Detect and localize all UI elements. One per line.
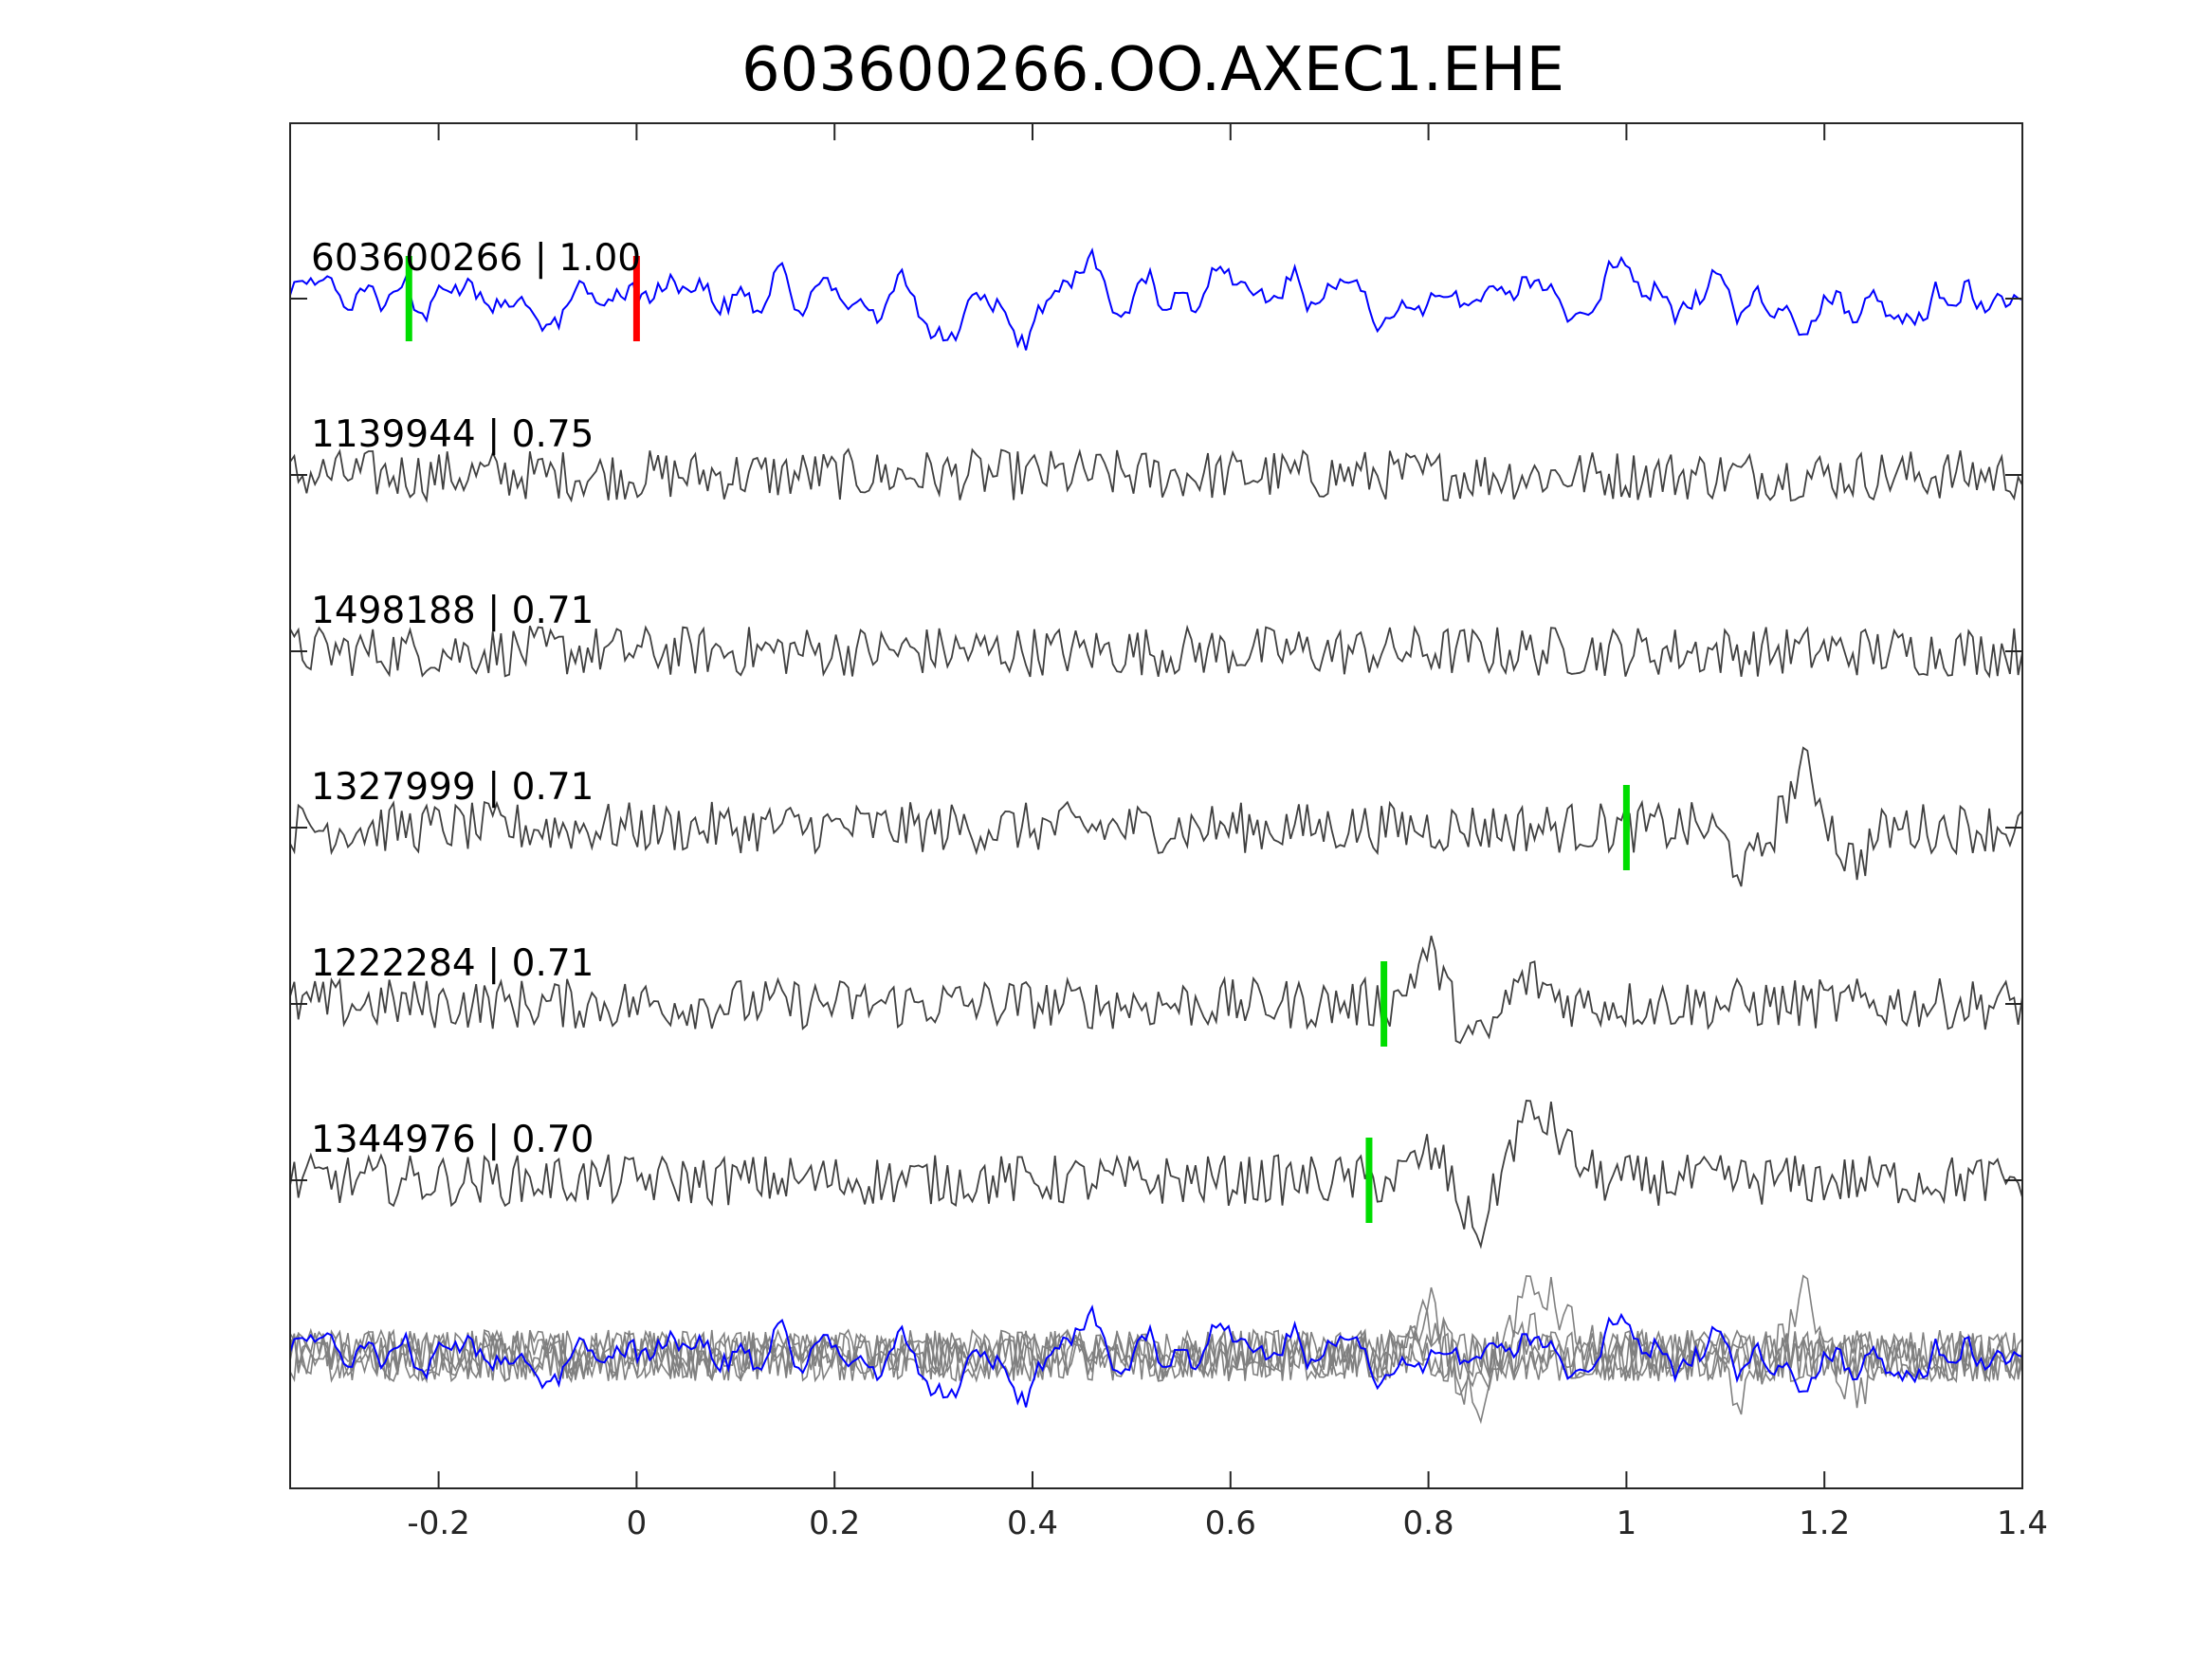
trace-label: 1344976 | 0.70 [311, 1119, 594, 1161]
x-tick-label: 1.4 [1997, 1504, 2048, 1542]
trace-label: 1139944 | 0.75 [311, 413, 594, 456]
trace-label: 603600266 | 1.00 [311, 237, 641, 280]
trace-603600266 [289, 247, 2023, 351]
x-tick-label: 0 [627, 1504, 648, 1542]
x-axis: -0.2 0 0.2 0.4 0.6 0.8 1 1.2 1.4 [290, 123, 2048, 1542]
overlay-trace [289, 1328, 2023, 1384]
trace-labels: 603600266 | 1.00 1139944 | 0.75 1498188 | … [311, 237, 1630, 1223]
x-tick-label: 0.4 [1007, 1504, 1058, 1542]
trace-label: 1327999 | 0.71 [311, 766, 594, 809]
trace-1327999 [289, 746, 2023, 887]
trace-1344976 [289, 1100, 2023, 1249]
trace-1498188 [289, 624, 2023, 679]
trace-1139944 [289, 447, 2023, 503]
x-tick-label: 1.2 [1799, 1504, 1850, 1542]
x-tick-label: 0.6 [1205, 1504, 1256, 1542]
x-tick-label: 0.8 [1403, 1504, 1454, 1542]
trace-1222284 [289, 935, 2023, 1045]
x-tick-label: 0.2 [809, 1504, 860, 1542]
chart-title: 603600266.OO.AXEC1.EHE [741, 35, 1564, 105]
overlay-template-trace [289, 1304, 2023, 1408]
trace-label: 1498188 | 0.71 [311, 590, 594, 632]
overlay-trace [289, 1286, 2023, 1396]
axes-box [289, 122, 2023, 1489]
trace-label: 1222284 | 0.71 [311, 942, 594, 985]
x-tick-label: -0.2 [407, 1504, 469, 1542]
plot-area [289, 247, 2023, 1425]
x-tick-label: 1 [1617, 1504, 1637, 1542]
